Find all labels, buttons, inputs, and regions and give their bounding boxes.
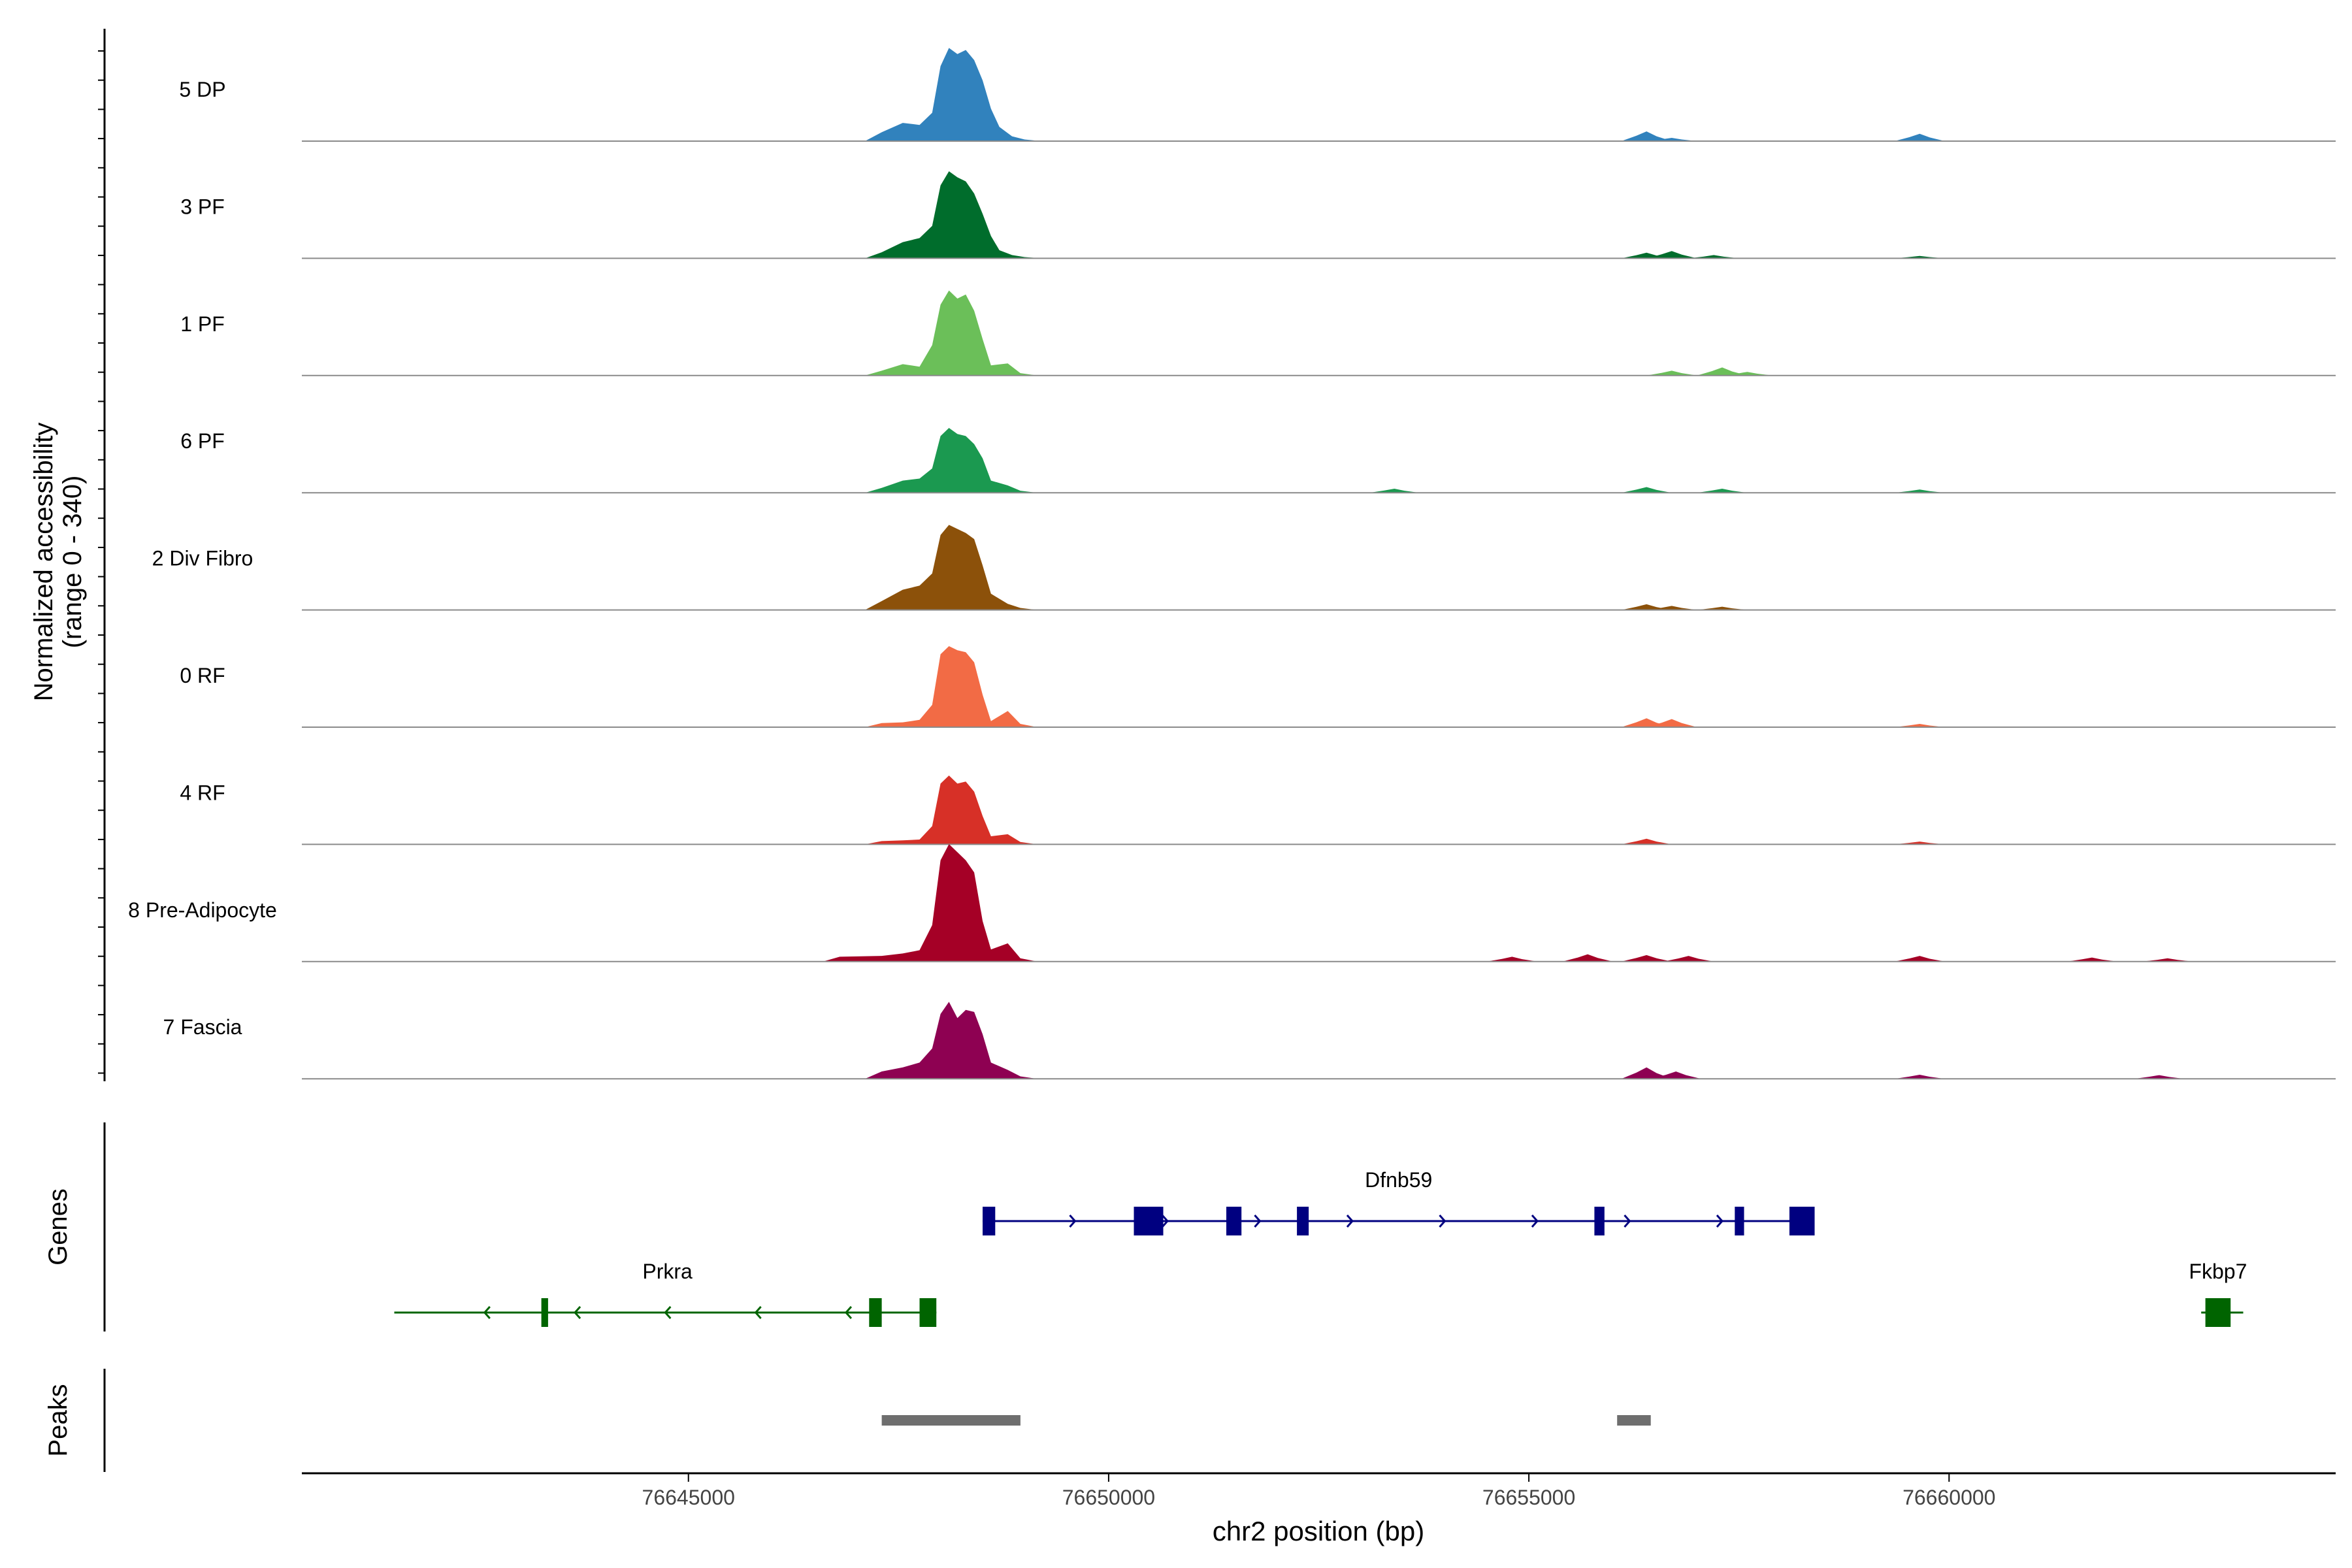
coverage-peak-minor <box>2142 958 2193 962</box>
track-label: 1 PF <box>180 312 225 336</box>
coverage-peak-minor <box>1697 606 1748 610</box>
coverage-peak-minor <box>1722 372 1773 376</box>
coverage-peak-minor <box>1646 370 1697 376</box>
gene-track: Dfnb59 Prkra Fkbp7 <box>394 1168 2247 1327</box>
track-label: 7 Fascia <box>163 1015 242 1039</box>
exon <box>1134 1207 1164 1235</box>
coverage-tracks: 5 DP 3 PF 1 PF 6 PF 2 Div Fibro 0 RF 4 RF 8 Pre… <box>128 48 2336 1080</box>
coverage-peak-main <box>864 646 1037 727</box>
coverage-peak-minor <box>1697 367 1748 376</box>
strand-arrow <box>1346 1215 1354 1228</box>
peak-region <box>881 1415 1021 1426</box>
strand-arrow <box>664 1306 672 1319</box>
track-label: 8 Pre-Adipocyte <box>128 898 277 922</box>
strand-arrow <box>574 1306 581 1319</box>
exon <box>1735 1207 1744 1235</box>
peak-region <box>1617 1415 1651 1426</box>
track-label: 2 Div Fibro <box>152 547 253 570</box>
coverage-peak-minor <box>1650 1071 1701 1079</box>
coverage-peak-minor <box>2066 957 2117 962</box>
coverage-peak-minor <box>1894 133 1945 141</box>
y-axis-title-line2: (range 0 - 340) <box>58 476 87 649</box>
coverage-peak-minor <box>1621 131 1672 141</box>
coverage-peak-minor <box>1697 489 1748 493</box>
peak-track <box>881 1415 1651 1426</box>
coverage-peak-main <box>864 776 1037 845</box>
coverage-peak-minor <box>1646 251 1697 259</box>
coverage-peak-main <box>864 525 1037 610</box>
track-label: 6 PF <box>180 429 225 453</box>
track-label: 3 PF <box>180 195 225 218</box>
strand-arrow <box>844 1306 853 1319</box>
strand-arrow <box>1716 1215 1723 1228</box>
gene-label: Fkbp7 <box>2189 1260 2247 1283</box>
exon <box>869 1298 882 1327</box>
exon <box>2205 1298 2231 1327</box>
gene-label: Dfnb59 <box>1365 1168 1432 1192</box>
exon <box>1226 1207 1242 1235</box>
coverage-peak-minor <box>1486 956 1537 962</box>
strand-arrow <box>1531 1215 1539 1228</box>
coverage-peak-minor <box>1894 724 1945 727</box>
x-tick-label: 76660000 <box>1903 1486 1995 1509</box>
coverage-peak-minor <box>1688 255 1739 259</box>
coverage-peak-minor <box>1894 841 1945 845</box>
x-tick-label: 76650000 <box>1062 1486 1155 1509</box>
gene-label: Prkra <box>642 1260 693 1283</box>
strand-arrow <box>1254 1215 1262 1228</box>
coverage-peak-minor <box>1562 954 1613 962</box>
coverage-peak-minor <box>1621 487 1672 493</box>
x-axis-title: chr2 position (bp) <box>1213 1516 1425 1546</box>
coverage-peak-main <box>864 48 1041 142</box>
coverage-peak-minor <box>2134 1075 2185 1079</box>
strand-arrow <box>754 1306 762 1319</box>
coverage-peak-minor <box>1894 956 1945 962</box>
coverage-peak-minor <box>1894 489 1945 493</box>
coverage-peak-minor <box>1663 956 1714 962</box>
exon <box>1297 1207 1309 1235</box>
genes-panel-label: Genes <box>44 1188 73 1266</box>
exon <box>541 1298 548 1327</box>
coverage-peak-main <box>864 1002 1037 1079</box>
coverage-peak-minor <box>1621 955 1672 962</box>
strand-arrow <box>1069 1215 1077 1228</box>
coverage-peak-main <box>823 844 1037 962</box>
strand-arrow <box>1439 1215 1446 1228</box>
coverage-peak-main <box>864 171 1041 259</box>
coverage-peak-minor <box>1621 1067 1672 1079</box>
exon <box>1789 1207 1815 1235</box>
coverage-peak-minor <box>1894 1075 1945 1079</box>
x-tick-label: 76655000 <box>1482 1486 1575 1509</box>
strand-arrow <box>483 1306 491 1319</box>
track-label: 0 RF <box>180 664 225 687</box>
exon <box>1594 1207 1605 1235</box>
coverage-peak-minor <box>1646 719 1697 727</box>
x-tick-label: 76645000 <box>642 1486 735 1509</box>
y-axis-title-line1: Normalized accessibility <box>29 423 58 702</box>
coverage-peak-minor <box>1369 489 1420 493</box>
strand-arrow <box>1624 1215 1631 1228</box>
coverage-peak-minor <box>1621 838 1672 845</box>
exon <box>919 1298 937 1327</box>
track-label: 5 DP <box>179 78 225 101</box>
coverage-y-axis <box>98 29 106 1081</box>
peaks-panel-label: Peaks <box>44 1384 73 1456</box>
exon <box>983 1207 996 1235</box>
coverage-peak-main <box>864 428 1037 493</box>
coverage-peak-main <box>864 290 1037 376</box>
strand-arrow <box>1161 1215 1169 1228</box>
track-label: 4 RF <box>180 781 225 804</box>
coverage-peak-minor <box>1646 606 1697 610</box>
x-axis-ticks: 76645000 76650000 76655000 76660000 <box>642 1473 1995 1509</box>
coverage-peak-minor <box>1646 138 1697 141</box>
